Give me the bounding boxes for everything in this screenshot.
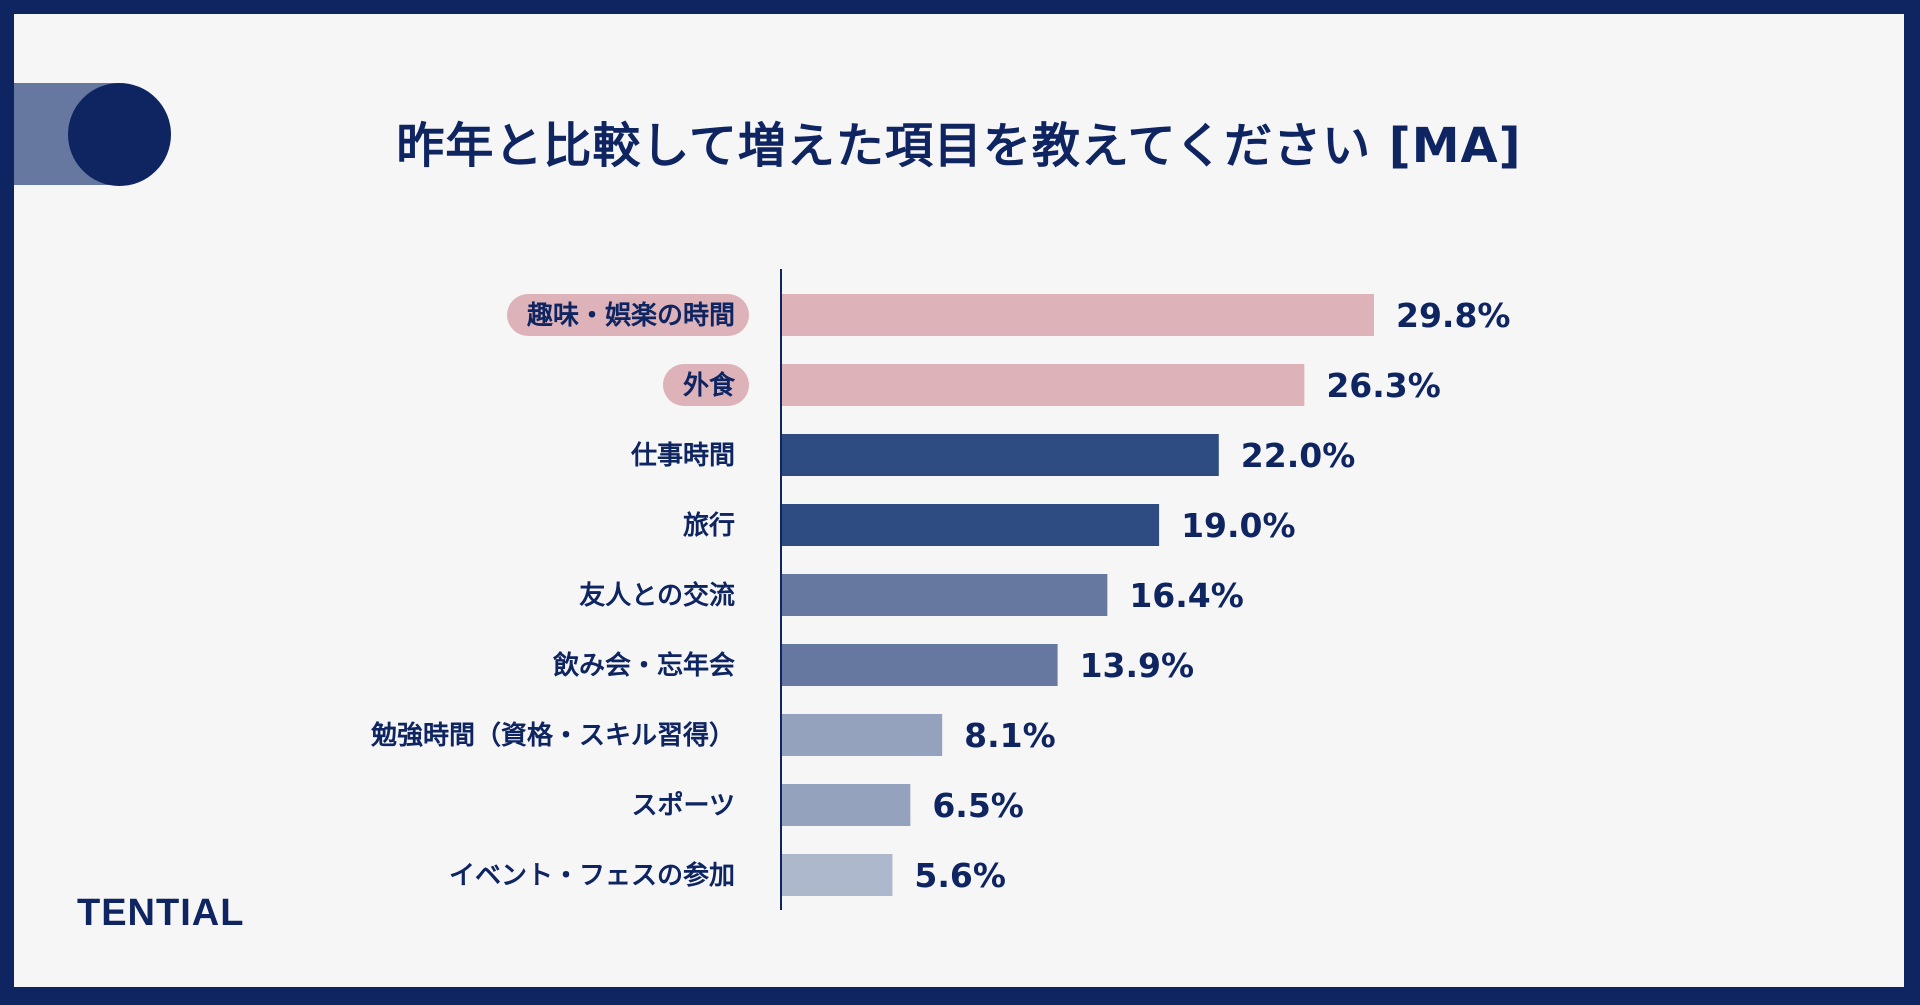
category-label: 旅行: [683, 510, 735, 541]
value-label: 13.9%: [1080, 646, 1195, 685]
bar: [781, 854, 893, 896]
category-label: イベント・フェスの参加: [449, 860, 735, 891]
value-label: 8.1%: [964, 716, 1056, 755]
decorative-circle: [68, 83, 171, 186]
bar: [781, 294, 1374, 336]
category-highlight-pill: [507, 294, 749, 336]
category-label: 飲み会・忘年会: [552, 650, 735, 681]
bar: [781, 644, 1058, 686]
bar: [781, 714, 943, 756]
bar: [781, 364, 1305, 406]
chart-title: 昨年と比較して増えた項目を教えてください [MA]: [396, 118, 1522, 174]
value-label: 26.3%: [1326, 366, 1441, 405]
bar: [781, 784, 911, 826]
bar-chart: 趣味・娯楽の時間 29.8% 外食 26.3% 仕事時間 22.0% 旅行 19.0% 友人との…: [370, 269, 1511, 910]
bar: [781, 574, 1108, 616]
brand-logo: TENTIAL: [77, 892, 245, 934]
value-label: 19.0%: [1181, 506, 1296, 545]
value-label: 5.6%: [914, 856, 1006, 895]
value-label: 29.8%: [1396, 296, 1511, 335]
value-label: 16.4%: [1129, 576, 1244, 615]
value-label: 6.5%: [932, 786, 1024, 825]
bar: [781, 434, 1219, 476]
category-label: 友人との交流: [579, 580, 735, 611]
category-label: 勉強時間（資格・スキル習得）: [370, 720, 735, 751]
value-label: 22.0%: [1241, 436, 1356, 475]
category-label: スポーツ: [632, 790, 735, 821]
category-label: 仕事時間: [630, 441, 735, 471]
bar: [781, 504, 1160, 546]
infographic-card: 昨年と比較して増えた項目を教えてください [MA] 趣味・娯楽の時間 29.8% 外…: [14, 14, 1904, 987]
category-highlight-pill: [663, 364, 749, 406]
category-label: 趣味・娯楽の時間: [526, 301, 735, 331]
category-label: 外食: [683, 370, 736, 401]
